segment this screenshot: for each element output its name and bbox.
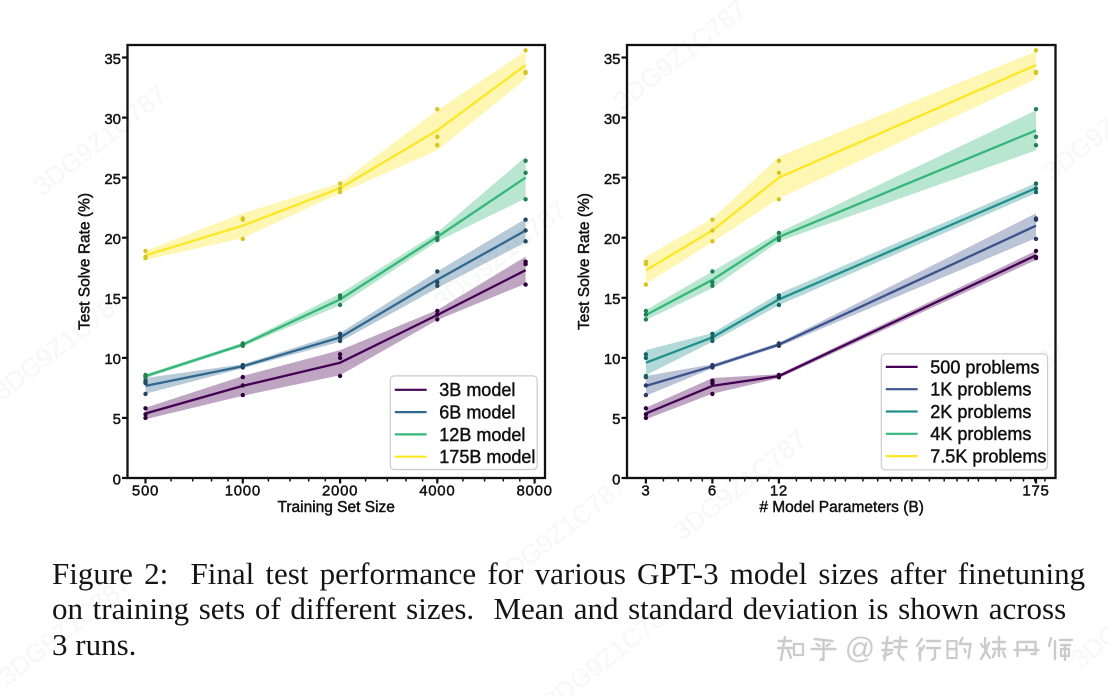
svg-text:0: 0 (113, 471, 121, 488)
svg-text:25: 25 (104, 171, 121, 188)
svg-text:4000: 4000 (419, 483, 455, 500)
svg-text:2K problems: 2K problems (930, 402, 1031, 422)
svg-text:Training Set Size: Training Set Size (277, 499, 394, 516)
svg-text:30: 30 (604, 111, 621, 128)
svg-text:1K problems: 1K problems (930, 380, 1031, 400)
svg-text:@: @ (845, 632, 875, 665)
svg-text:12: 12 (770, 483, 788, 500)
svg-text:0: 0 (612, 471, 620, 488)
svg-text:20: 20 (104, 231, 121, 248)
svg-text:8000: 8000 (517, 483, 553, 500)
svg-text:4K problems: 4K problems (930, 424, 1031, 444)
svg-text:35: 35 (104, 51, 121, 68)
svg-text:6: 6 (708, 483, 717, 500)
svg-text:175B model: 175B model (439, 447, 535, 467)
svg-text:5: 5 (612, 411, 620, 428)
svg-text:175: 175 (1022, 483, 1049, 500)
svg-text:10: 10 (604, 351, 621, 368)
svg-text:2000: 2000 (322, 483, 358, 500)
svg-text:15: 15 (104, 291, 121, 308)
svg-text:6B model: 6B model (439, 403, 515, 423)
svg-text:12B model: 12B model (439, 425, 525, 445)
svg-text:20: 20 (604, 231, 621, 248)
svg-text:25: 25 (604, 171, 621, 188)
svg-text:30: 30 (104, 111, 121, 128)
svg-text:500: 500 (132, 483, 159, 500)
svg-text:# Model Parameters (B): # Model Parameters (B) (759, 499, 924, 516)
svg-text:500 problems: 500 problems (930, 357, 1039, 377)
svg-text:5: 5 (113, 411, 121, 428)
svg-text:3: 3 (641, 483, 650, 500)
svg-text:15: 15 (604, 291, 621, 308)
svg-text:1000: 1000 (225, 483, 261, 500)
svg-text:7.5K problems: 7.5K problems (930, 447, 1046, 467)
svg-text:10: 10 (104, 351, 121, 368)
svg-text:3B model: 3B model (439, 380, 515, 400)
svg-text:35: 35 (604, 51, 621, 68)
svg-text:Test Solve Rate (%): Test Solve Rate (%) (576, 193, 593, 330)
svg-text:Test Solve Rate (%): Test Solve Rate (%) (77, 193, 94, 330)
